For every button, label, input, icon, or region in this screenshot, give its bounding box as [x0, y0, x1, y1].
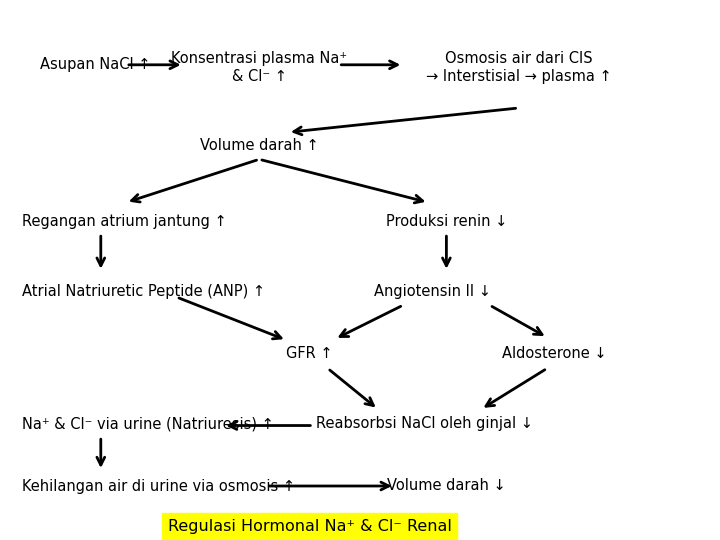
Text: Osmosis air dari CIS
→ Interstisial → plasma ↑: Osmosis air dari CIS → Interstisial → pl… — [426, 51, 611, 84]
Text: GFR ↑: GFR ↑ — [287, 346, 333, 361]
Text: Angiotensin II ↓: Angiotensin II ↓ — [374, 284, 490, 299]
Text: Volume darah ↑: Volume darah ↑ — [200, 138, 318, 153]
Text: Kehilangan air di urine via osmosis ↑: Kehilangan air di urine via osmosis ↑ — [22, 478, 294, 494]
Text: Atrial Natriuretic Peptide (ANP) ↑: Atrial Natriuretic Peptide (ANP) ↑ — [22, 284, 265, 299]
Text: Reabsorbsi NaCl oleh ginjal ↓: Reabsorbsi NaCl oleh ginjal ↓ — [316, 416, 534, 431]
Text: Regangan atrium jantung ↑: Regangan atrium jantung ↑ — [22, 214, 226, 229]
Text: Aldosterone ↓: Aldosterone ↓ — [502, 346, 607, 361]
Text: Asupan NaCl ↑: Asupan NaCl ↑ — [40, 57, 150, 72]
Text: Volume darah ↓: Volume darah ↓ — [387, 478, 505, 494]
Text: Produksi renin ↓: Produksi renin ↓ — [386, 214, 507, 229]
Text: Na⁺ & Cl⁻ via urine (Natriuresis) ↑: Na⁺ & Cl⁻ via urine (Natriuresis) ↑ — [22, 416, 274, 431]
Text: Regulasi Hormonal Na⁺ & Cl⁻ Renal: Regulasi Hormonal Na⁺ & Cl⁻ Renal — [168, 519, 451, 534]
Text: Konsentrasi plasma Na⁺
& Cl⁻ ↑: Konsentrasi plasma Na⁺ & Cl⁻ ↑ — [171, 51, 347, 84]
